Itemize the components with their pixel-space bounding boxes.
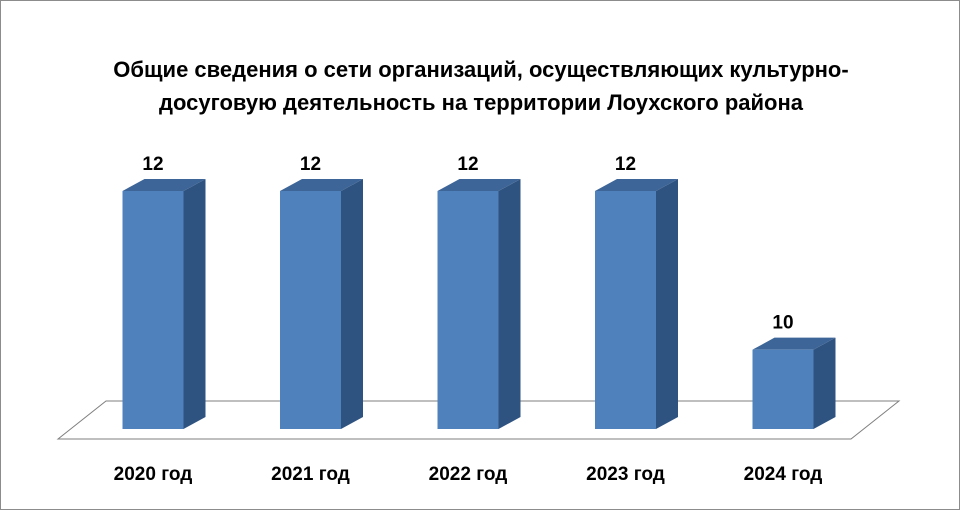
x-tick-label: 2021 год: [271, 464, 350, 485]
bar-top: [595, 179, 678, 191]
bar-side: [498, 179, 521, 429]
data-label: 10: [772, 313, 793, 334]
bar: [595, 191, 656, 429]
x-tick-label: 2022 год: [429, 464, 508, 485]
bar-side: [813, 337, 836, 429]
bar: [122, 191, 184, 429]
data-label: 12: [142, 154, 163, 175]
bar-side: [656, 179, 678, 429]
bar-side: [341, 179, 363, 429]
bar-top: [437, 179, 521, 191]
x-tick-label: 2023 год: [586, 464, 665, 485]
bar-top: [752, 337, 836, 350]
x-tick-label: 2020 год: [114, 464, 193, 485]
data-label: 12: [457, 154, 478, 175]
bar: [437, 191, 499, 429]
bar-top: [280, 179, 363, 191]
data-label: 12: [615, 154, 636, 175]
bar-top: [122, 179, 206, 191]
bar-side: [183, 179, 206, 429]
x-tick-label: 2024 год: [744, 464, 823, 485]
bar: [280, 191, 341, 429]
bar: [752, 349, 814, 429]
data-label: 12: [300, 154, 321, 175]
chart-title: Общие сведения о сети организаций, осуще…: [113, 57, 849, 115]
